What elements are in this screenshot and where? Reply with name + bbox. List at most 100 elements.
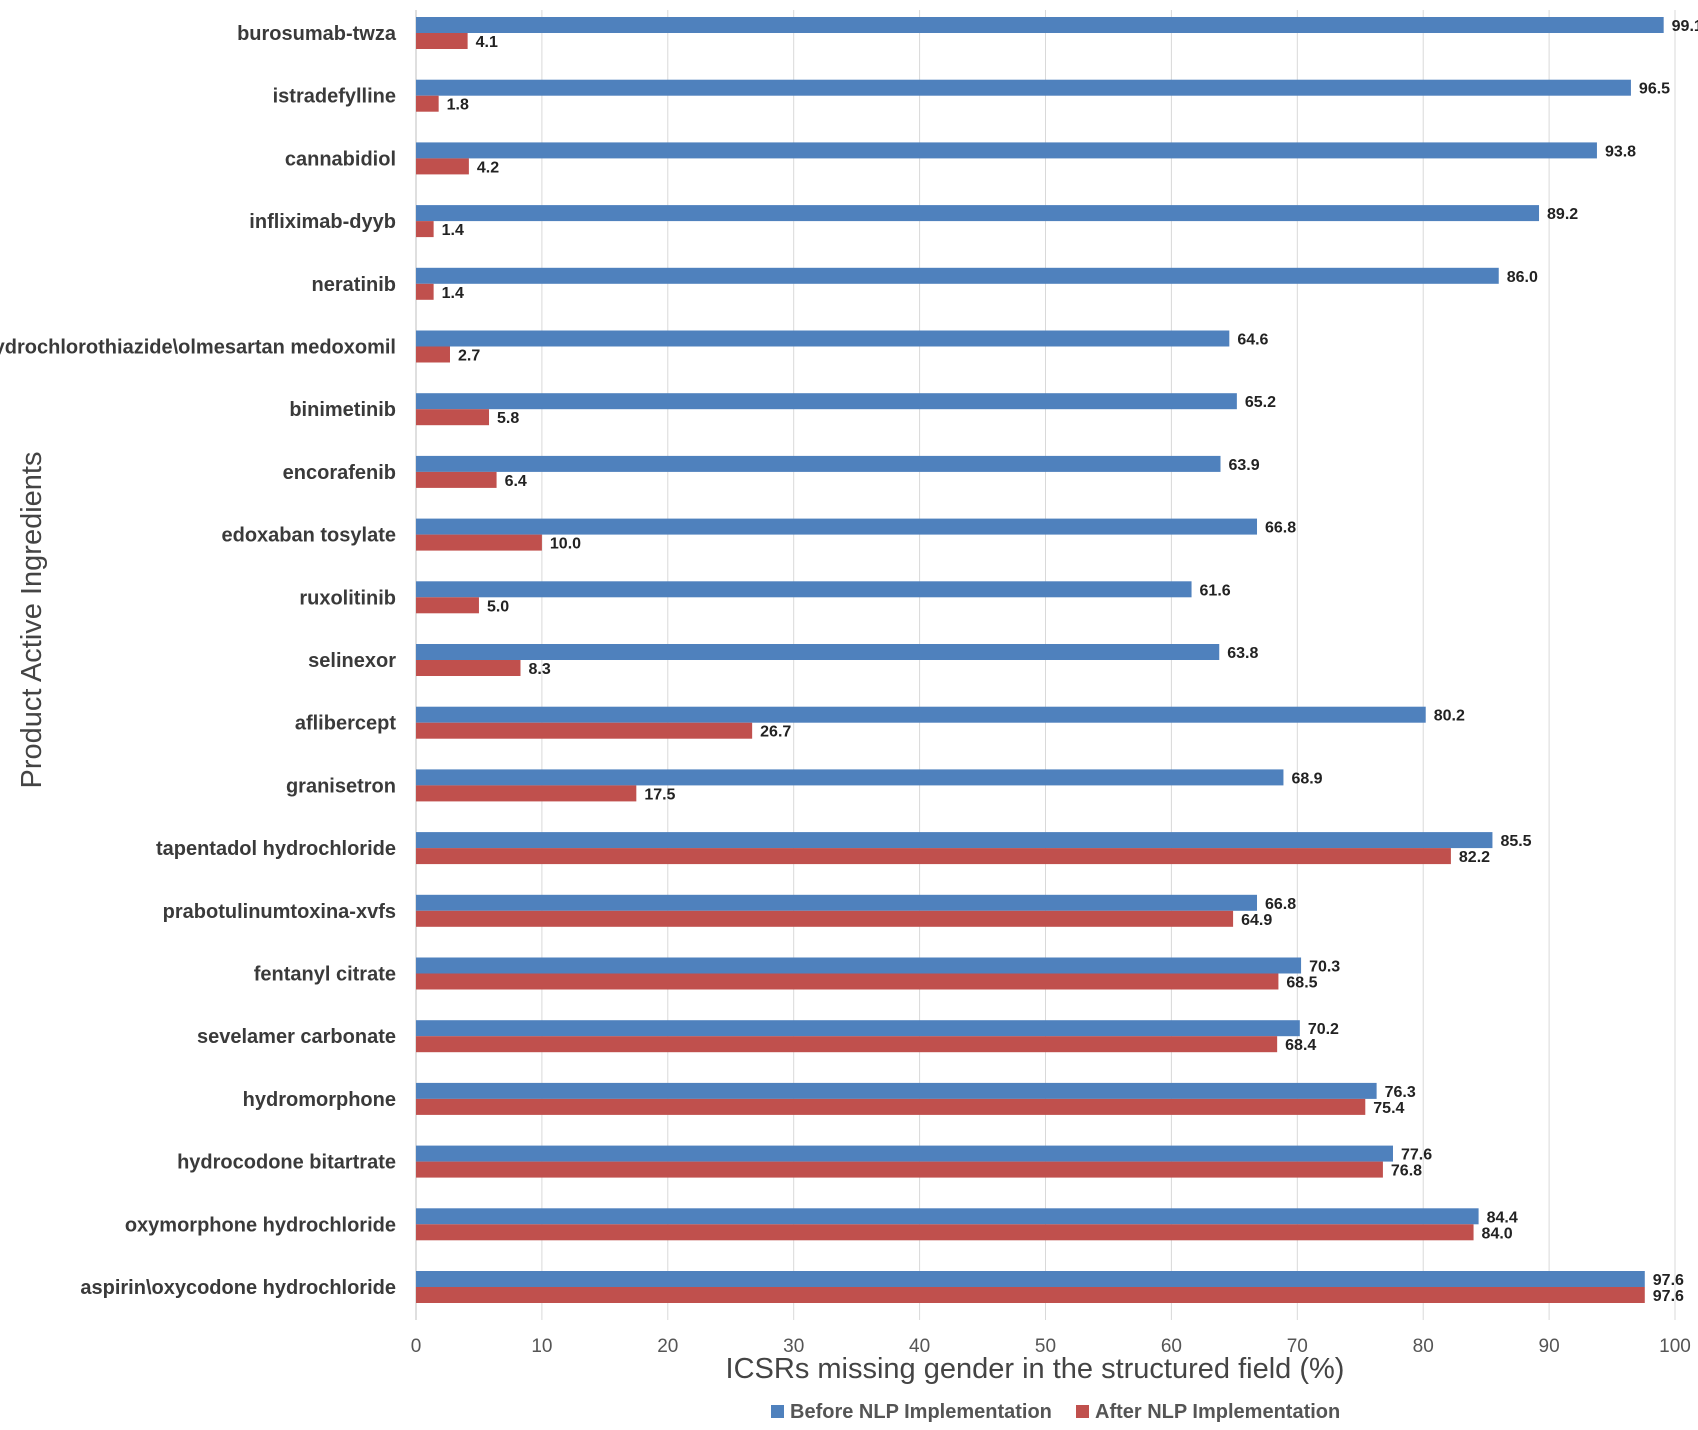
data-label-after: 2.7 xyxy=(458,348,480,365)
category-labels: burosumab-twza istradefylline cannabidiol i… xyxy=(0,23,397,1299)
bar-before xyxy=(416,267,1499,284)
bar-after xyxy=(416,1287,1645,1303)
data-label-before: 96.5 xyxy=(1639,81,1670,98)
bar-before xyxy=(416,644,1220,660)
category-label: hydromorphone xyxy=(243,1089,396,1111)
x-tick-label: 20 xyxy=(657,1336,678,1357)
bar-after xyxy=(416,1161,1383,1178)
bar-before xyxy=(416,393,1237,410)
data-label-after: 5.0 xyxy=(487,598,509,615)
x-tick-label: 70 xyxy=(1287,1336,1308,1357)
category-label: oxymorphone hydrochloride xyxy=(125,1214,396,1236)
data-label-before: 97.6 xyxy=(1653,1272,1684,1289)
data-label-after: 26.7 xyxy=(760,724,791,741)
data-label-before: 70.2 xyxy=(1308,1021,1339,1038)
data-label-after: 1.4 xyxy=(442,222,464,239)
data-label-before: 66.8 xyxy=(1265,896,1296,913)
data-label-before: 99.1 xyxy=(1672,18,1698,35)
bar-before xyxy=(416,957,1302,974)
x-tick-label: 40 xyxy=(909,1336,930,1357)
bar-after xyxy=(416,660,521,676)
bar-after xyxy=(416,283,434,300)
bar-before xyxy=(416,518,1258,535)
data-label-before: 61.6 xyxy=(1200,582,1231,599)
legend-label-after: After NLP Implementation xyxy=(1095,1401,1340,1423)
bar-after xyxy=(416,597,479,614)
x-tick-label: 30 xyxy=(783,1336,804,1357)
data-label-before: 63.8 xyxy=(1227,645,1258,662)
x-axis-title: ICSRs missing gender in the structured f… xyxy=(726,1353,1345,1385)
x-tick-label: 60 xyxy=(1161,1336,1182,1357)
data-label-before: 65.2 xyxy=(1245,394,1276,411)
legend-swatch-before xyxy=(771,1405,784,1418)
category-label: aspirin\oxycodone hydrochloride xyxy=(80,1277,396,1299)
category-label: edoxaban tosylate xyxy=(221,525,396,547)
legend: Before NLP Implementation After NLP Impl… xyxy=(771,1401,1340,1423)
x-tick-label: 90 xyxy=(1539,1336,1560,1357)
x-tick-label: 10 xyxy=(531,1336,552,1357)
category-label: encorafenib xyxy=(283,462,396,484)
bar-before xyxy=(416,455,1221,472)
category-label: binimetinib xyxy=(289,399,396,421)
data-label-after: 97.6 xyxy=(1653,1288,1684,1305)
bar-after xyxy=(416,409,490,426)
bar-before xyxy=(416,581,1192,598)
bar-after xyxy=(416,346,450,363)
bar-before xyxy=(416,1082,1377,1099)
category-label: ruxolitinib xyxy=(299,587,396,609)
data-label-before: 80.2 xyxy=(1434,708,1465,725)
x-tick-label: 0 xyxy=(411,1336,422,1357)
data-label-before: 85.5 xyxy=(1500,833,1531,850)
data-label-before: 86.0 xyxy=(1507,269,1538,286)
category-label: burosumab-twza xyxy=(237,23,397,45)
data-label-before: 93.8 xyxy=(1605,143,1636,160)
category-label: sevelamer carbonate xyxy=(197,1026,396,1048)
category-label: hydrocodone bitartrate xyxy=(177,1152,396,1174)
bar-before xyxy=(416,1208,1479,1225)
data-label-before: 66.8 xyxy=(1265,520,1296,537)
bar-before xyxy=(416,17,1664,33)
data-label-after: 4.2 xyxy=(477,159,499,176)
bar-after xyxy=(416,1098,1366,1115)
bar-before xyxy=(416,832,1493,849)
data-label-before: 63.9 xyxy=(1229,457,1260,474)
bar-after xyxy=(416,471,497,488)
category-label: cannabidiol xyxy=(285,148,396,170)
category-label: prabotulinumtoxina-xvfs xyxy=(163,901,396,923)
bar-after xyxy=(416,221,434,238)
bar-before xyxy=(416,142,1597,159)
bar-before xyxy=(416,894,1258,911)
bar-before xyxy=(416,1020,1300,1037)
data-label-before: 64.6 xyxy=(1237,332,1268,349)
data-label-after: 8.3 xyxy=(528,661,550,678)
data-label-after: 6.4 xyxy=(505,473,527,490)
legend-label-before: Before NLP Implementation xyxy=(790,1401,1052,1423)
data-label-after: 68.5 xyxy=(1286,975,1317,992)
bar-before xyxy=(416,769,1284,786)
data-label-before: 89.2 xyxy=(1547,206,1578,223)
bar-after xyxy=(416,1036,1278,1053)
data-label-before: 70.3 xyxy=(1309,959,1340,976)
category-label: aflibercept xyxy=(295,713,396,735)
bar-after xyxy=(416,848,1451,865)
data-label-before: 76.3 xyxy=(1385,1084,1416,1101)
data-label-after: 4.1 xyxy=(476,34,498,51)
data-label-after: 5.8 xyxy=(497,410,519,427)
bar-after xyxy=(416,33,468,49)
data-label-before: 77.6 xyxy=(1401,1147,1432,1164)
data-label-after: 84.0 xyxy=(1482,1225,1513,1242)
bars-group: 99.1 4.1 96.5 1.8 93.8 4.2 89.2 1.4 86.0 1.4 64.6 2… xyxy=(416,17,1698,1305)
data-label-after: 68.4 xyxy=(1285,1037,1316,1054)
x-tick-labels: 0 10 20 30 40 50 60 70 80 90 100 xyxy=(411,1336,1691,1357)
bar-before xyxy=(416,706,1426,723)
bar-after xyxy=(416,158,469,175)
bar-after xyxy=(416,722,753,739)
data-label-after: 76.8 xyxy=(1391,1163,1422,1180)
bar-after xyxy=(416,910,1234,927)
data-label-before: 84.4 xyxy=(1487,1209,1518,1226)
x-tick-label: 80 xyxy=(1413,1336,1434,1357)
data-label-after: 1.8 xyxy=(447,97,469,114)
bar-before xyxy=(416,330,1230,347)
category-label: infliximab-dyyb xyxy=(249,211,396,233)
